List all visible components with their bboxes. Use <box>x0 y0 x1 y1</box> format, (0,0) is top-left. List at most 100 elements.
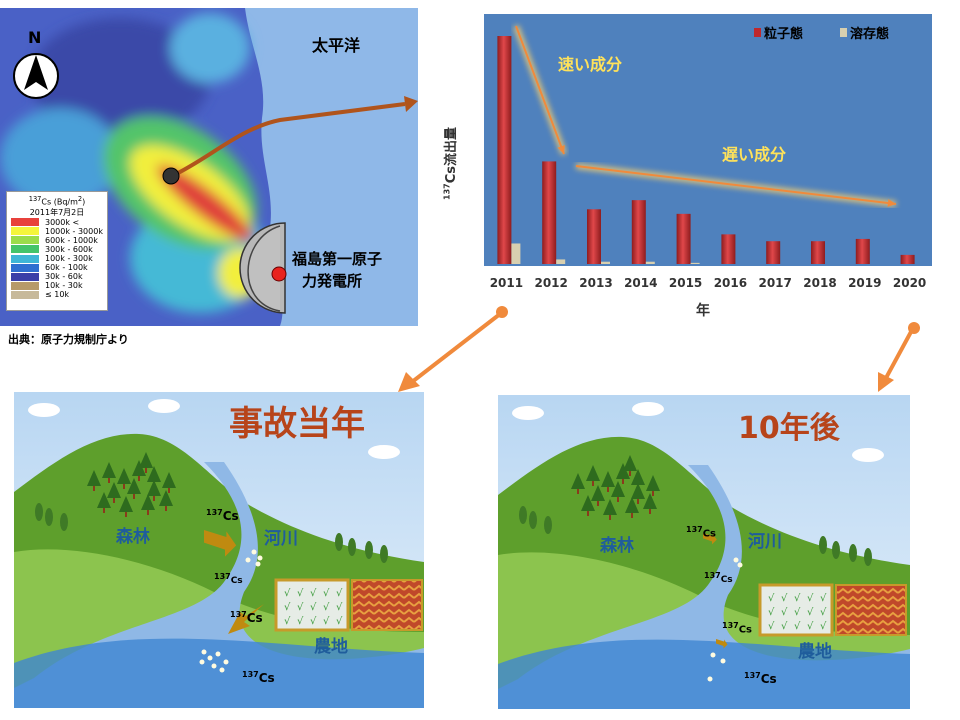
cloud <box>148 399 180 413</box>
cs-flow-arrow-icon <box>716 639 728 649</box>
legend-entry: 溶存態 <box>850 26 889 42</box>
legend-row: 3000k < <box>7 218 107 227</box>
legend-entry: 粒子態 <box>764 26 803 42</box>
tree-icon <box>141 494 155 510</box>
plant-label-1: 福島第一原子 <box>292 250 383 268</box>
bush-icon <box>348 538 356 556</box>
tree-icon <box>581 495 595 511</box>
tree-icon <box>102 462 116 478</box>
tree-icon <box>643 493 657 509</box>
panel-left-title: 事故当年 <box>229 404 365 444</box>
bush-icon <box>365 541 373 559</box>
paddy-mark: √ <box>794 593 801 604</box>
tree-icon <box>631 483 645 499</box>
paddy-mark: √ <box>297 602 304 613</box>
legend-swatch-1 <box>840 28 847 37</box>
cs-label: 137Cs <box>242 670 275 685</box>
cloud <box>28 403 60 417</box>
bush-icon <box>519 506 527 524</box>
panel-ten-years: √ √ √ √ √ √ √ √ √ √ √ √ √ √ √ 10年後 森林 河川 農地 137Cs 137C… <box>498 395 910 709</box>
river-mouth <box>498 639 910 709</box>
bush-icon <box>529 511 537 529</box>
bar-particulate-2017 <box>766 241 781 264</box>
bush-icon <box>60 513 68 531</box>
legend-row: 300k - 600k <box>7 245 107 254</box>
plant-label-2: 力発電所 <box>302 272 363 290</box>
legend-label: 60k - 100k <box>45 263 88 273</box>
tree-icon <box>603 499 617 515</box>
cs-label: 137Cs <box>214 572 243 586</box>
tree-icon <box>119 496 133 512</box>
tree-icon <box>107 482 121 498</box>
chart-plot-area: 速い成分遅い成分 粒子態 溶存態 <box>484 14 932 266</box>
slow-trend-arrow <box>575 163 897 207</box>
cs-particle <box>710 652 716 658</box>
paddy-mark: √ <box>794 621 801 632</box>
fast-trend-arrow <box>513 24 567 156</box>
cs-label: 137Cs <box>722 621 752 636</box>
ocean-label: 太平洋 <box>312 36 361 55</box>
tree-icon <box>147 466 161 482</box>
cs-particle <box>257 555 263 561</box>
legend-swatch <box>11 281 39 290</box>
farm-label: 農地 <box>314 637 348 657</box>
bush-icon <box>819 536 827 554</box>
tree-icon <box>646 475 660 491</box>
river-label: 河川 <box>748 532 782 552</box>
cs-particle <box>733 557 739 563</box>
cs-particle <box>223 659 229 665</box>
panel-right-title: 10年後 <box>738 411 840 446</box>
paddy-mark: √ <box>768 607 775 618</box>
x-tick-label: 2012 <box>534 276 568 290</box>
legend-label: 300k - 600k <box>45 244 93 254</box>
bar-particulate-2013 <box>587 209 601 264</box>
legend-swatch <box>11 245 39 254</box>
legend-row: ≤ 10k <box>7 290 107 299</box>
paddy-mark: √ <box>336 616 343 627</box>
x-tick-label: 2013 <box>579 276 613 290</box>
paddy-mark: √ <box>820 607 827 618</box>
cs-particle <box>255 561 261 567</box>
cloud <box>368 445 400 459</box>
cs-particle <box>215 651 221 657</box>
panel-accident-year: √ √ √ √ √ √ √ √ √ √ √ √ √ √ √ 事故当年 森林 河川 農地 137Cs 137C… <box>14 392 424 708</box>
paddy-mark: √ <box>820 593 827 604</box>
tree-icon <box>611 481 625 497</box>
paddy-mark: √ <box>310 616 317 627</box>
legend-row: 600k - 1000k <box>7 236 107 245</box>
tree-icon <box>625 497 639 513</box>
cs-particle <box>720 658 726 664</box>
connector-arrows <box>398 306 920 392</box>
cs-flow-arrow-icon <box>204 530 237 557</box>
tree-icon <box>87 470 101 486</box>
bar-particulate-2019 <box>855 238 870 264</box>
legend-row: 10k - 30k <box>7 281 107 290</box>
cs-label: 137Cs <box>704 571 733 585</box>
cs-particle <box>207 655 213 661</box>
x-tick-label: 2019 <box>848 276 882 290</box>
paddy-mark: √ <box>781 607 788 618</box>
paddy-mark: √ <box>768 621 775 632</box>
tree-icon <box>623 455 637 471</box>
bar-dissolved-2015 <box>690 262 700 264</box>
paddy-mark: √ <box>284 602 291 613</box>
paddy-mark: √ <box>310 602 317 613</box>
paddy-mark: √ <box>310 588 317 599</box>
legend-label: ≤ 10k <box>45 290 70 300</box>
x-tick-label: 2011 <box>489 276 524 290</box>
bush-icon <box>45 508 53 526</box>
slow-label: 遅い成分 <box>722 145 786 164</box>
legend-swatch-0 <box>754 28 761 37</box>
paddy-mark: √ <box>807 621 814 632</box>
bar-dissolved-2014 <box>645 261 655 264</box>
paddy-mark: √ <box>781 621 788 632</box>
legend-title: 137Cs (Bq/m2) <box>28 195 86 207</box>
fast-label: 速い成分 <box>558 55 622 74</box>
farm-label: 農地 <box>798 642 832 662</box>
paddy-mark: √ <box>323 588 330 599</box>
legend-swatch <box>11 227 39 236</box>
legend-swatch <box>11 236 39 245</box>
bush-icon <box>832 541 840 559</box>
paddy-mark: √ <box>284 588 291 599</box>
legend-row: 30k - 60k <box>7 272 107 281</box>
